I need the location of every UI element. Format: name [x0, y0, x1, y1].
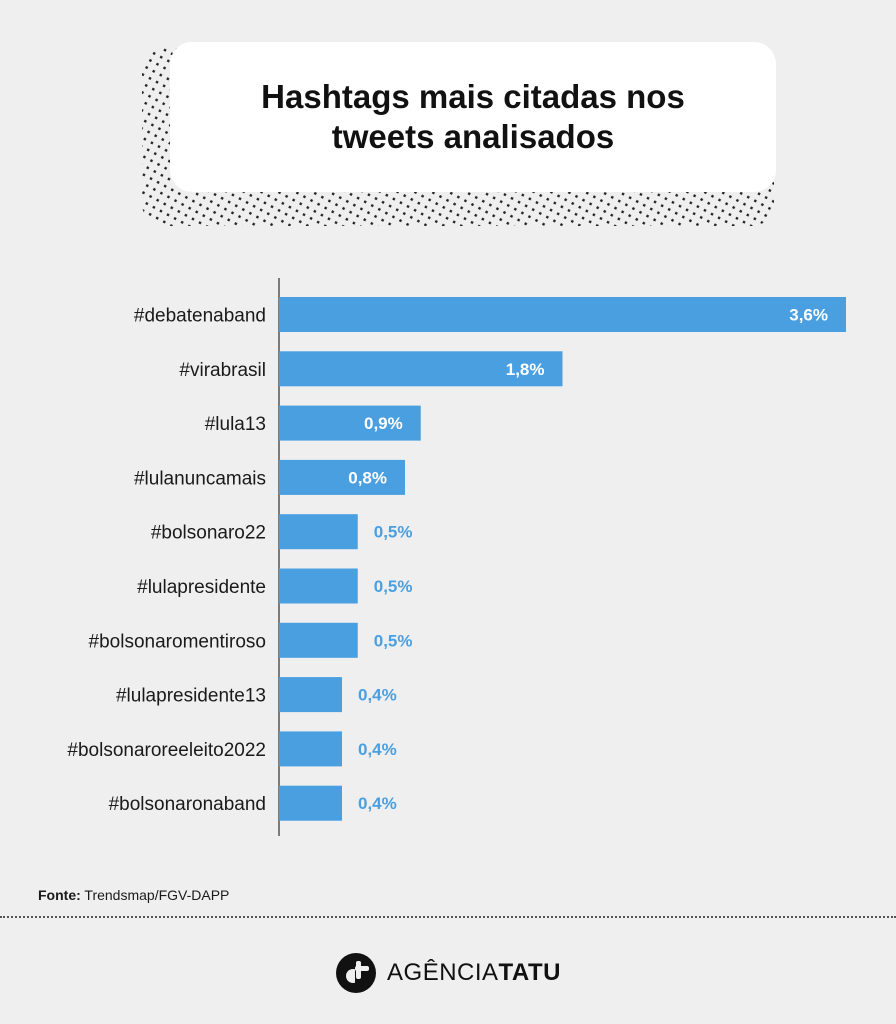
brand-name: AGÊNCIATATU	[387, 959, 561, 987]
bar	[279, 514, 358, 550]
category-label: #bolsonaronaband	[109, 794, 266, 815]
bars-group: #debatenaband 3,6% #virabrasil 1,8% #lula13 0…	[67, 297, 846, 821]
category-label: #virabrasil	[179, 360, 266, 381]
brand-name-bold: TATU	[498, 959, 561, 986]
value-label: 0,5%	[374, 523, 413, 542]
bar	[279, 568, 358, 604]
bar	[279, 297, 846, 332]
value-label: 0,9%	[364, 414, 403, 433]
category-label: #lulapresidente	[137, 577, 266, 598]
source-note: Fonte: Trendsmap/FGV-DAPP	[38, 887, 229, 903]
category-label: #lulanuncamais	[134, 468, 266, 489]
category-label: #bolsonaromentiroso	[89, 631, 266, 652]
footer-divider	[0, 916, 896, 918]
source-text: Trendsmap/FGV-DAPP	[84, 887, 230, 903]
category-label: #lula13	[205, 414, 266, 435]
brand-footer: AGÊNCIATATU	[0, 946, 896, 1000]
category-label: #bolsonaro22	[151, 523, 266, 544]
source-label: Fonte:	[38, 887, 81, 903]
bar	[279, 677, 342, 713]
bar	[279, 785, 342, 821]
value-label: 1,8%	[506, 360, 545, 379]
value-label: 0,4%	[358, 740, 397, 759]
bar	[279, 405, 421, 441]
bar	[279, 731, 342, 767]
title-area: Hashtags mais citadas nos tweets analisa…	[0, 0, 896, 240]
value-label: 0,8%	[348, 468, 387, 487]
bar	[279, 351, 563, 387]
value-label: 3,6%	[789, 306, 828, 325]
tatu-logo-icon	[336, 953, 377, 993]
value-label: 0,4%	[358, 794, 397, 813]
category-label: #bolsonaroreeleito2022	[67, 740, 266, 761]
bar-chart: #debatenaband 3,6% #virabrasil 1,8% #lula13 0…	[67, 278, 846, 836]
value-label: 0,5%	[374, 631, 413, 650]
category-label: #lulapresidente13	[116, 686, 266, 707]
value-label: 0,4%	[358, 686, 397, 705]
value-label: 0,5%	[374, 577, 413, 596]
bar	[279, 459, 405, 495]
bar	[279, 622, 358, 658]
category-label: #debatenaband	[134, 306, 266, 327]
brand-name-light: AGÊNCIA	[387, 959, 499, 986]
title-card: Hashtags mais citadas nos tweets analisa…	[170, 42, 776, 192]
chart-title: Hashtags mais citadas nos tweets analisa…	[261, 78, 685, 155]
